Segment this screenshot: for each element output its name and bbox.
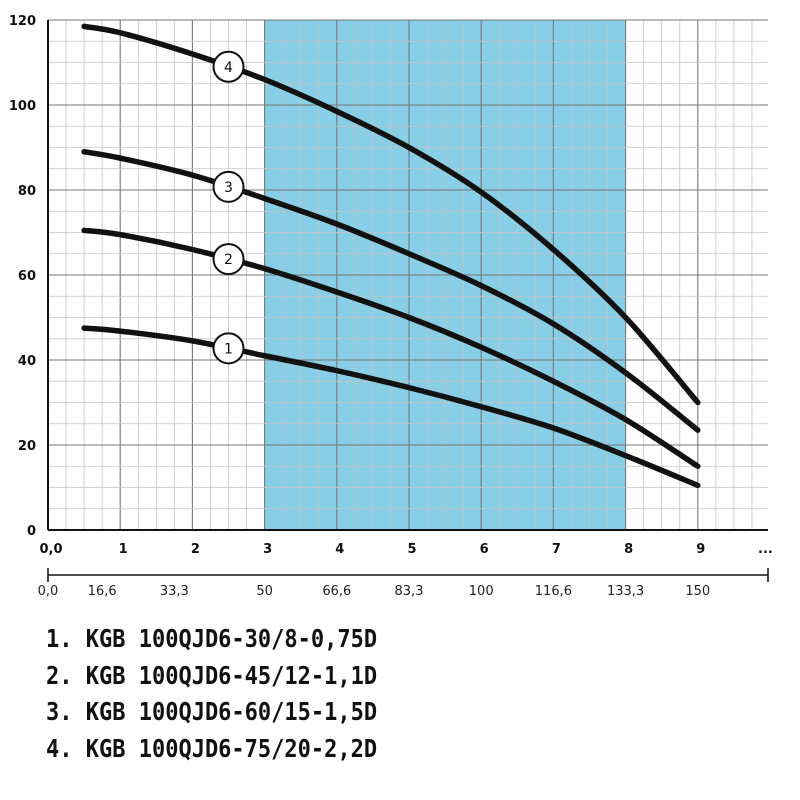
secondary-tick-label: 16,6	[88, 584, 117, 599]
series-badge-label-1: 1	[224, 341, 233, 357]
legend-item-4: 4. KGB 100QJD6-75/20-2,2D	[46, 734, 378, 764]
x-tick-label: 0,0	[39, 542, 62, 557]
secondary-tick-label: 50	[256, 584, 273, 599]
secondary-tick-label: 133,3	[607, 584, 644, 599]
y-tick-label: 120	[9, 14, 36, 29]
series-line-3	[81, 149, 701, 433]
series-badge-4	[212, 50, 245, 83]
y-tick-label: 20	[18, 439, 36, 454]
x-tick-label: 8	[624, 542, 633, 557]
secondary-tick-label: 0,0	[38, 584, 59, 599]
secondary-tick-label: 83,3	[395, 584, 424, 599]
y-tick-label: 100	[9, 99, 36, 114]
tick-labels: 0 20 40 60 80 100 120 0,0 1 2 3 4 5 6 7 8 9 ... 0,0 16,6 33,…	[9, 14, 773, 599]
x-tick-label: 3	[263, 542, 272, 557]
series-badges: 1 2 3 4	[212, 50, 245, 365]
y-tick-label: 0	[27, 524, 36, 539]
series-badge-3	[212, 170, 245, 203]
x-tick-label: 5	[407, 542, 416, 557]
legend: 1. KGB 100QJD6-30/8-0,75D 2. KGB 100QJD6…	[46, 622, 377, 768]
x-tick-label: 1	[119, 542, 128, 557]
x-tick-label: 7	[552, 542, 561, 557]
axes	[47, 20, 769, 582]
x-tick-label: 9	[696, 542, 705, 557]
series-line-2	[81, 227, 701, 469]
secondary-tick-label: 66,6	[322, 584, 351, 599]
secondary-tick-label: 116,6	[535, 584, 572, 599]
secondary-tick-label: 150	[685, 584, 710, 599]
series-badge-2	[212, 243, 245, 276]
y-tick-label: 60	[18, 269, 36, 284]
series-badge-label-4: 4	[224, 60, 233, 76]
legend-item-3: 3. KGB 100QJD6-60/15-1,5D	[46, 698, 378, 727]
legend-item-2: 2. KGB 100QJD6-45/12-1,1D	[46, 661, 378, 691]
y-tick-label: 40	[18, 354, 36, 369]
series-line-4	[81, 23, 701, 406]
x-tick-label: 2	[191, 542, 200, 557]
series-badge-label-2: 2	[224, 252, 233, 268]
series-badge-1	[212, 332, 245, 365]
series-line-1	[81, 325, 701, 489]
legend-item-1: 1. KGB 100QJD6-30/8-0,75D	[46, 625, 378, 654]
series-curves	[81, 23, 701, 489]
y-tick-label: 80	[18, 184, 36, 199]
secondary-tick-label: 33,3	[160, 584, 189, 599]
x-unit-label: ...	[758, 542, 773, 557]
x-tick-label: 6	[480, 542, 489, 557]
x-tick-label: 4	[335, 542, 344, 557]
pump-curve-chart: 1 2 3 4 0 20 40 60 80 100 120 0,0 1 2 3 4 5 6 7 8 9 ... 0,0 16…	[9, 14, 773, 599]
secondary-tick-label: 100	[469, 584, 494, 599]
series-badge-label-3: 3	[224, 180, 233, 196]
